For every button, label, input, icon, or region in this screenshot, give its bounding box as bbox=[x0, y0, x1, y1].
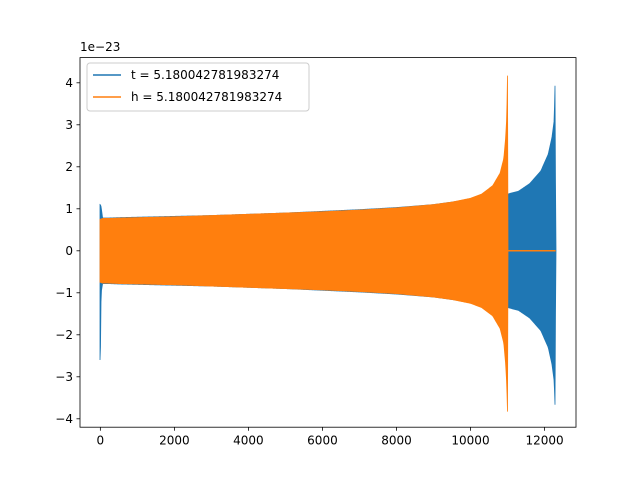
x-tick-label: 10000 bbox=[451, 434, 489, 448]
x-tick-label: 2000 bbox=[159, 434, 190, 448]
axes-frame bbox=[79, 57, 577, 428]
x-tick-label: 12000 bbox=[525, 434, 563, 448]
y-tick-label: −3 bbox=[55, 370, 73, 384]
x-tick-label: 6000 bbox=[307, 434, 338, 448]
x-tick-label: 8000 bbox=[381, 434, 412, 448]
series-h bbox=[99, 75, 556, 412]
y-tick-label: 1 bbox=[65, 202, 73, 216]
legend-label-h: h = 5.180042781983274 bbox=[131, 90, 282, 104]
y-tick-label: −4 bbox=[55, 412, 73, 426]
legend: t = 5.180042781983274 h = 5.180042781983… bbox=[86, 62, 310, 112]
x-tick-label: 4000 bbox=[233, 434, 264, 448]
y-tick-label: 2 bbox=[65, 160, 73, 174]
y-tick-label: 0 bbox=[65, 244, 73, 258]
y-tick-label: −2 bbox=[55, 328, 73, 342]
series-envelope bbox=[99, 75, 509, 412]
x-tick-label: 0 bbox=[97, 434, 105, 448]
plot-area bbox=[99, 75, 557, 412]
legend-label-t: t = 5.180042781983274 bbox=[131, 68, 279, 82]
legend-box bbox=[86, 62, 310, 112]
y-tick-label: 4 bbox=[65, 76, 73, 90]
y-tick-label: −1 bbox=[55, 286, 73, 300]
y-tick-label: 3 bbox=[65, 118, 73, 132]
y-offset-label: 1e−23 bbox=[80, 40, 120, 54]
y-axis: −4 −3 −2 −1 0 1 2 3 4 bbox=[55, 76, 80, 426]
x-axis: 0 2000 4000 6000 8000 10000 12000 bbox=[97, 427, 564, 448]
